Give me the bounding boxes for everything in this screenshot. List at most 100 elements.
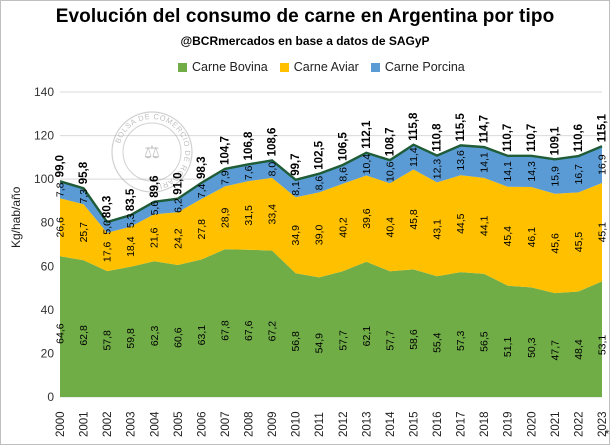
data-label-porcina: 5,6 [149, 201, 161, 216]
data-label-porcina: 8,6 [337, 167, 349, 182]
data-label-bovina: 54,9 [314, 333, 326, 354]
data-label-bovina: 57,7 [337, 330, 349, 351]
data-label-porcina: 8,0 [267, 162, 279, 177]
axis-layer: 0 20 40 60 80 100 120 140 2000 2001 2002 2003 2004 20… [34, 85, 610, 441]
data-label-aviar: 46,1 [526, 227, 538, 248]
data-label-aviar: 45,5 [573, 232, 585, 253]
y-tick-label: 60 [41, 259, 55, 273]
legend-label-porcina: Carne Porcina [384, 60, 465, 74]
x-tick-label: 2005 [173, 411, 185, 437]
data-label-total: 104,7 [219, 136, 231, 165]
area-carne-aviar [60, 169, 602, 294]
data-label-porcina: 10,6 [384, 161, 396, 182]
x-tick-label: 2023 [597, 411, 609, 437]
data-label-bovina: 59,8 [125, 328, 137, 349]
data-label-bovina: 55,4 [432, 332, 444, 353]
x-tick-label: 2009 [267, 411, 279, 437]
data-label-total: 108,7 [384, 127, 396, 156]
data-label-bovina: 67,2 [267, 321, 279, 342]
data-label-porcina: 16,9 [597, 154, 609, 175]
data-label-bovina: 63,1 [196, 325, 208, 346]
x-tick-label: 2000 [55, 411, 67, 437]
x-tick-label: 2018 [479, 411, 491, 437]
x-tick-label: 2015 [408, 411, 420, 437]
total-line [59, 143, 603, 224]
watermark-ring-inner [122, 122, 182, 182]
legend-item-bovina: Carne Bovina [178, 60, 268, 74]
data-label-bovina: 62,8 [78, 325, 90, 346]
data-label-total: 102,5 [314, 140, 326, 169]
x-tick-label: 2006 [196, 411, 208, 437]
data-label-aviar: 45,1 [597, 222, 609, 243]
x-tick-label: 2019 [503, 411, 515, 437]
data-label-aviar: 18,4 [125, 236, 137, 257]
data-label-bovina: 62,1 [361, 326, 373, 347]
x-tick-label: 2021 [550, 411, 562, 437]
data-label-total: 83,5 [125, 188, 137, 211]
data-label-porcina: 14,1 [479, 152, 491, 173]
data-label-bovina: 62,3 [149, 326, 161, 347]
data-label-porcina: 8,6 [314, 176, 326, 191]
x-tick-label: 2011 [314, 412, 326, 437]
data-label-bovina: 67,8 [219, 320, 231, 341]
data-label-total: 89,6 [149, 175, 161, 197]
data-label-porcina: 11,4 [408, 147, 420, 167]
area-carne-bovina [60, 249, 602, 397]
watermark-scale-icon: ⚖ [144, 142, 160, 162]
legend-swatch-bovina [178, 62, 187, 72]
data-label-total: 110,8 [432, 123, 444, 152]
data-label-porcina: 7,3 [78, 189, 90, 204]
data-label-porcina: 14,1 [502, 161, 514, 182]
area-layer [60, 144, 602, 397]
data-label-porcina: 5,0 [102, 220, 114, 235]
data-label-bovina: 47,7 [549, 340, 561, 361]
data-label-total: 110,6 [573, 124, 585, 152]
data-label-porcina: 12,3 [432, 159, 444, 180]
y-tick-label: 20 [41, 346, 55, 360]
legend-item-aviar: Carne Aviar [279, 60, 359, 74]
data-label-porcina: 7,8 [55, 182, 67, 197]
x-tick-label: 2010 [291, 411, 303, 437]
chart-legend: Carne Bovina Carne Aviar Carne Porcina [178, 60, 477, 74]
x-tick-label: 2020 [526, 411, 538, 437]
data-label-aviar: 24,2 [172, 228, 184, 249]
data-label-bovina: 57,8 [102, 330, 114, 351]
chart-title: Evolución del consumo de carne en Argent… [55, 6, 555, 27]
x-tick-note: * [605, 427, 610, 441]
data-label-total: 106,5 [337, 132, 349, 161]
data-label-aviar: 44,5 [455, 213, 467, 234]
data-label-aviar: 31,5 [243, 205, 255, 226]
x-tick-label: 2002 [102, 411, 114, 437]
data-label-aviar: 45,4 [502, 226, 514, 247]
data-label-porcina: 5,3 [125, 213, 137, 228]
data-label-aviar: 17,6 [102, 242, 114, 263]
x-tick-label: 2012 [338, 411, 350, 437]
data-label-aviar: 40,4 [384, 217, 396, 238]
data-label-bovina: 48,4 [573, 339, 585, 360]
area-carne-porcina [60, 144, 602, 233]
data-label-porcina: 10,4 [361, 154, 373, 175]
data-label-aviar: 40,2 [337, 217, 349, 238]
data-label-aviar: 25,7 [78, 222, 90, 243]
data-label-total: 95,8 [78, 161, 90, 184]
x-tick-label: 2017 [456, 411, 468, 437]
data-label-total: 80,3 [102, 196, 114, 218]
data-label-aviar: 28,9 [219, 207, 231, 228]
data-label-bovina: 58,6 [408, 329, 420, 350]
data-label-total: 110,7 [526, 124, 538, 152]
data-label-bovina: 53,1 [597, 335, 609, 356]
y-tick-label: 80 [41, 216, 55, 230]
data-label-aviar: 21,6 [149, 227, 161, 248]
data-label-aviar: 45,8 [408, 209, 420, 230]
data-label-porcina: 8,1 [290, 181, 302, 196]
data-label-bovina: 60,6 [172, 327, 184, 348]
legend-label-aviar: Carne Aviar [293, 60, 359, 74]
legend-item-porcina: Carne Porcina [370, 60, 465, 74]
data-label-bovina: 56,5 [479, 331, 491, 352]
data-label-bovina: 51,1 [502, 337, 514, 358]
data-label-total: 109,1 [549, 126, 561, 155]
x-tick-label: 2007 [220, 411, 232, 437]
data-label-aviar: 27,8 [196, 219, 208, 240]
data-label-bovina: 64,6 [55, 323, 67, 344]
